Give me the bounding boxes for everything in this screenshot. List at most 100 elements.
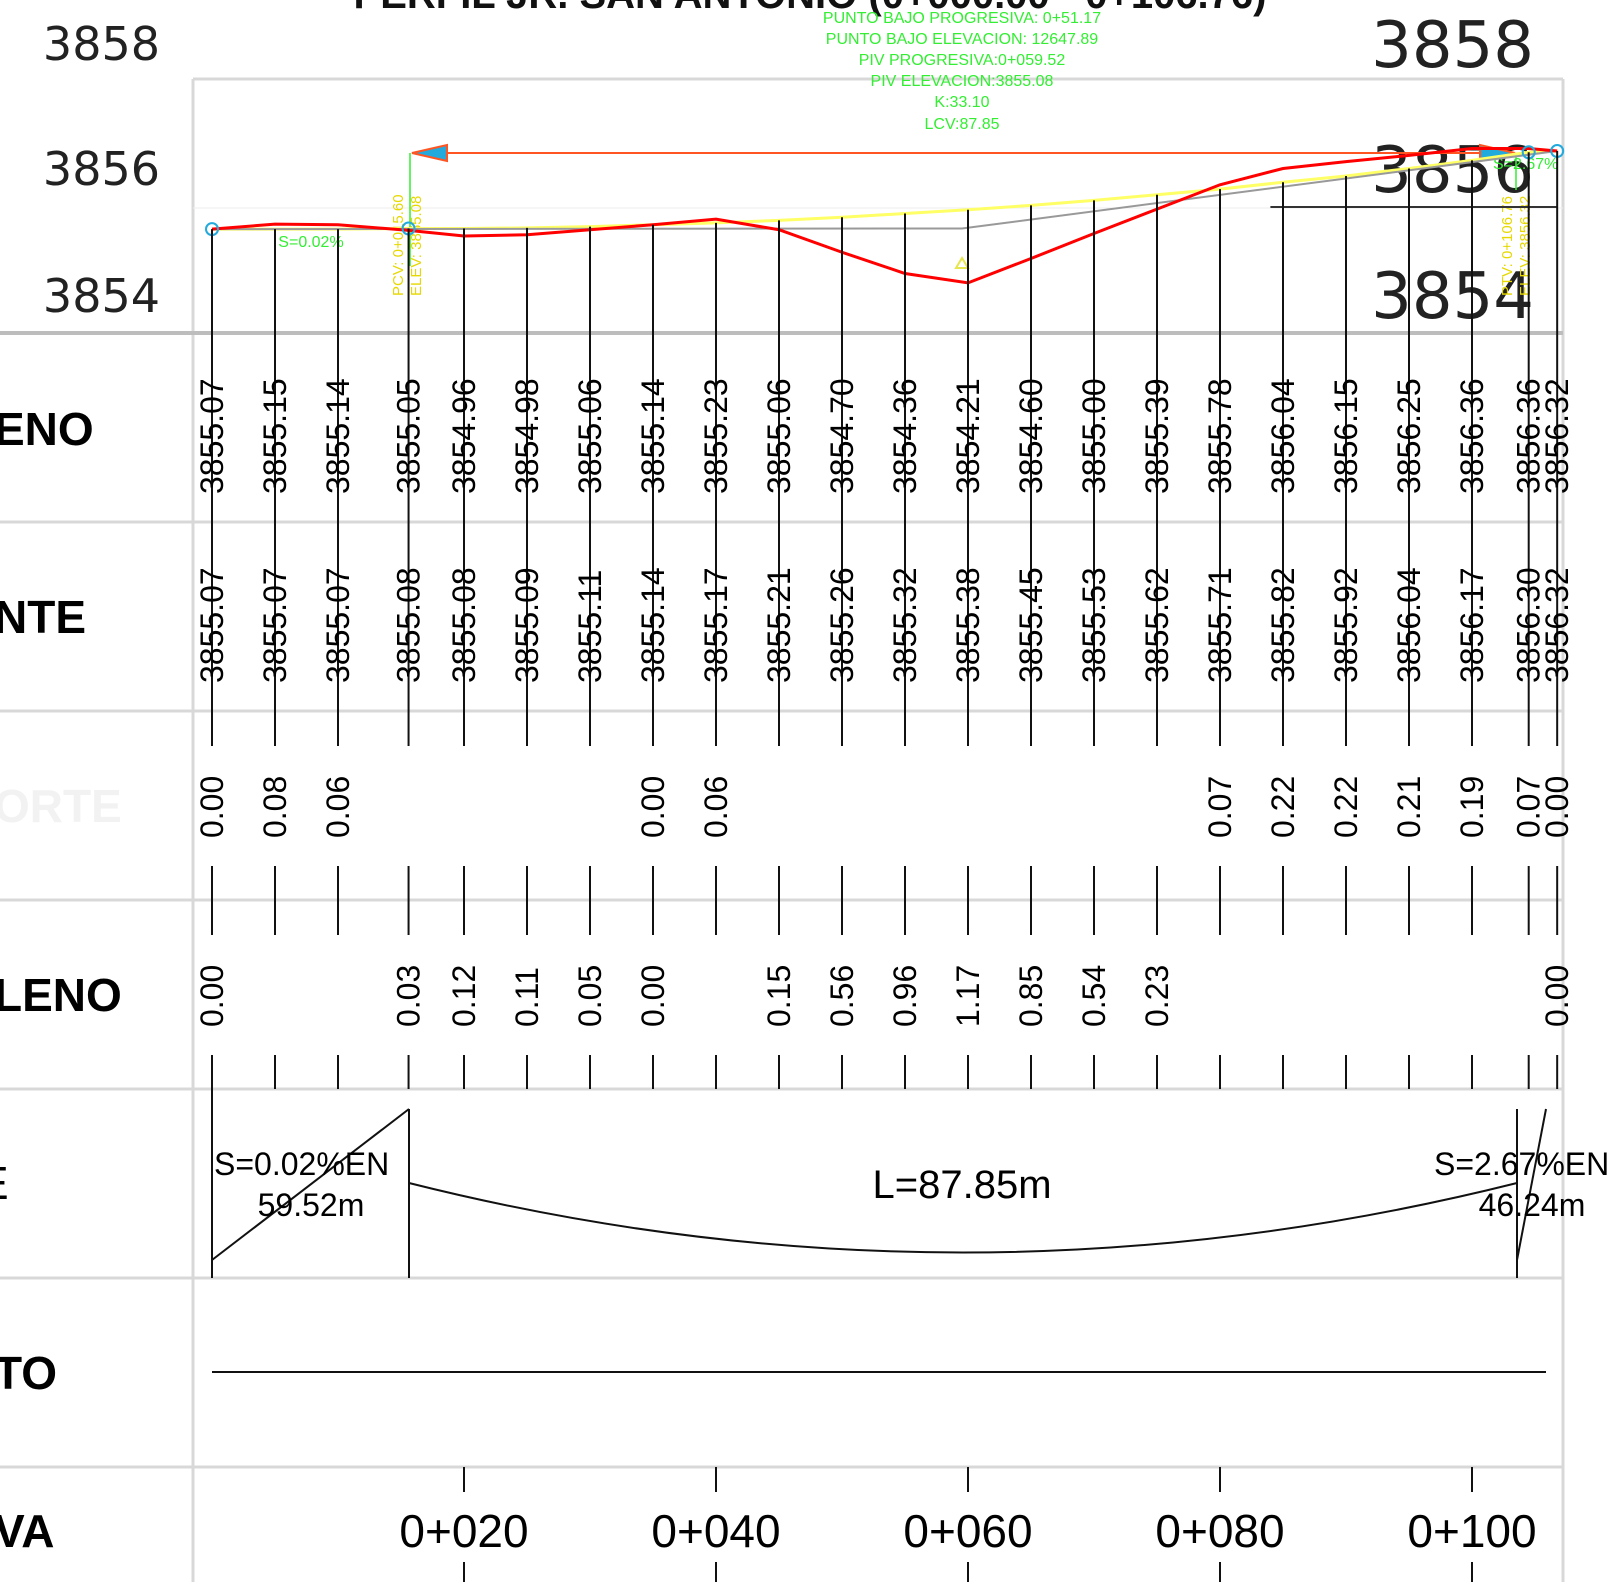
relleno-value: 0.03: [391, 965, 427, 1027]
curve-span-arrow-left: [411, 143, 448, 163]
grade-tangent-line: [211, 150, 1558, 231]
pcv-label-elevation: ELEV: 3855.08: [408, 196, 425, 296]
curve-info-line: LCV:87.85: [924, 116, 999, 133]
rasante-value: 3856.32: [1539, 567, 1575, 683]
rasante-value: 3856.04: [1391, 567, 1427, 683]
progresiva-label: 0+100: [1407, 1505, 1536, 1557]
row-label-relleno: LENO: [0, 969, 122, 1021]
station-columns: 3855.07 3855.07 0.00 0.00 3855.15 3855.07 0.08…: [194, 151, 1575, 1089]
terreno-value: 3854.36: [887, 378, 923, 494]
terreno-value: 3855.00: [1076, 378, 1112, 494]
rasante-value: 3855.07: [257, 567, 293, 683]
elevation-label: 3856: [43, 142, 160, 196]
corte-value: 0.06: [698, 776, 734, 838]
corte-value: 0.07: [1202, 776, 1238, 838]
corte-value: 0.22: [1265, 776, 1301, 838]
rasante-value: 3855.08: [391, 567, 427, 683]
corte-value: 0.06: [320, 776, 356, 838]
vertical-curve-arc: [408, 1182, 1518, 1254]
relleno-value: 0.96: [887, 965, 923, 1027]
rasante-value: 3855.82: [1265, 567, 1301, 683]
relleno-value: 0.15: [761, 965, 797, 1027]
pendiente-row: [211, 1089, 1547, 1278]
curve-info-line: PIV PROGRESIVA:0+059.52: [859, 52, 1066, 69]
relleno-value: 0.56: [824, 965, 860, 1027]
pendiente-texts: S=0.02%EN 59.52m L=87.85m S=2.67%EN 46.2…: [214, 1146, 1609, 1223]
relleno-value: 0.11: [509, 967, 545, 1027]
rasante-value: 3855.07: [320, 567, 356, 683]
rasante-value: 3855.32: [887, 567, 923, 683]
drawing-title: PERFIL JR. SAN ANTONIO (0+000.00 - 0+106…: [354, 0, 1267, 17]
rasante-value: 3855.11: [572, 570, 608, 683]
ptv-label-progresiva: PTV: 0+106.76: [1499, 196, 1516, 296]
rasante-value: 3855.08: [446, 567, 482, 683]
rasante-value: 3856.17: [1454, 567, 1490, 683]
relleno-value: 0.12: [446, 965, 482, 1027]
curve-info-line: PIV ELEVACION:3855.08: [871, 73, 1054, 90]
drawing-frame: [0, 77, 1565, 1582]
progresiva-label: 0+020: [399, 1505, 528, 1557]
row-label-rasante: NTE: [0, 591, 86, 643]
terreno-value: 3856.36: [1511, 378, 1547, 494]
rasante-value: 3855.45: [1013, 567, 1049, 683]
corte-value: 0.21: [1391, 776, 1427, 838]
rasante-value: 3855.07: [194, 567, 230, 683]
end-slope-diagonal: [1516, 1108, 1547, 1261]
start-slope-diagonal: [211, 1108, 410, 1261]
row-label-pendiente: E: [0, 1157, 9, 1209]
row-labels: ENO NTE ORTE LENO E TO VA: [0, 403, 122, 1557]
relleno-value: 1.17: [950, 965, 986, 1027]
corte-value: 0.00: [635, 776, 671, 838]
elevation-label: 3854: [1371, 260, 1534, 334]
terreno-value: 3855.23: [698, 378, 734, 494]
ptv-label-elevation: ELEV: 3856.32: [1517, 196, 1534, 296]
pendiente-end-length: 46.24m: [1479, 1187, 1586, 1223]
elevation-label: 3858: [1371, 9, 1534, 83]
terreno-value: 3854.60: [1013, 378, 1049, 494]
row-label-progresiva: VA: [0, 1505, 55, 1557]
terreno-value: 3856.04: [1265, 378, 1301, 494]
progresiva-label: 0+080: [1155, 1505, 1284, 1557]
row-label-terreno: ENO: [0, 403, 94, 455]
curve-info-line: PUNTO BAJO ELEVACION: 12647.89: [826, 31, 1099, 48]
elevation-labels-left: 3858 3856 3854: [43, 17, 160, 323]
progresiva-row: 0+020 0+040 0+060 0+080 0+100: [399, 1467, 1537, 1582]
terreno-value: 3855.07: [194, 378, 230, 494]
corte-value: 0.00: [194, 776, 230, 838]
rasante-value: 3855.53: [1076, 567, 1112, 683]
rasante-value: 3856.30: [1511, 567, 1547, 683]
corte-value: 0.19: [1454, 776, 1490, 838]
rasante-value: 3855.09: [509, 567, 545, 683]
row-label-corte: ORTE: [0, 780, 122, 832]
elevation-label: 3854: [43, 269, 160, 323]
terreno-value: 3855.06: [572, 378, 608, 494]
rasante-value: 3855.17: [698, 567, 734, 683]
rasante-value: 3855.14: [635, 567, 671, 683]
rasante-value: 3855.71: [1202, 567, 1238, 683]
pendiente-start-length: 59.52m: [258, 1187, 365, 1223]
terreno-value: 3855.15: [257, 378, 293, 494]
rasante-value: 3855.21: [761, 567, 797, 683]
pendiente-end-slope: S=2.67%EN: [1434, 1146, 1609, 1182]
relleno-value: 0.00: [194, 965, 230, 1027]
terreno-value: 3856.32: [1539, 378, 1575, 494]
piv-triangle-icon: [954, 256, 970, 269]
corte-value: 0.00: [1539, 776, 1575, 838]
corte-value: 0.22: [1328, 776, 1364, 838]
rasante-value: 3855.38: [950, 567, 986, 683]
curve-info-line: K:33.10: [934, 94, 989, 111]
vertical-curve-info: PUNTO BAJO PROGRESIVA: 0+51.17 PUNTO BAJ…: [823, 10, 1101, 133]
terreno-value: 3855.06: [761, 378, 797, 494]
terreno-value: 3856.25: [1391, 378, 1427, 494]
pendiente-start-slope: S=0.02%EN: [214, 1146, 389, 1182]
elevation-labels-right: 3858 3856 3854: [1371, 9, 1534, 334]
slope-label-end: S=2.67%: [1493, 156, 1558, 173]
ptv-label: PTV: 0+106.76 ELEV: 3856.32: [1499, 196, 1534, 296]
relleno-value: 0.05: [572, 965, 608, 1027]
terreno-value: 3856.36: [1454, 378, 1490, 494]
elevation-label: 3858: [43, 17, 160, 71]
terreno-value: 3854.21: [950, 378, 986, 494]
rasante-value: 3855.92: [1328, 567, 1364, 683]
curve-info-line: PUNTO BAJO PROGRESIVA: 0+51.17: [823, 10, 1101, 27]
